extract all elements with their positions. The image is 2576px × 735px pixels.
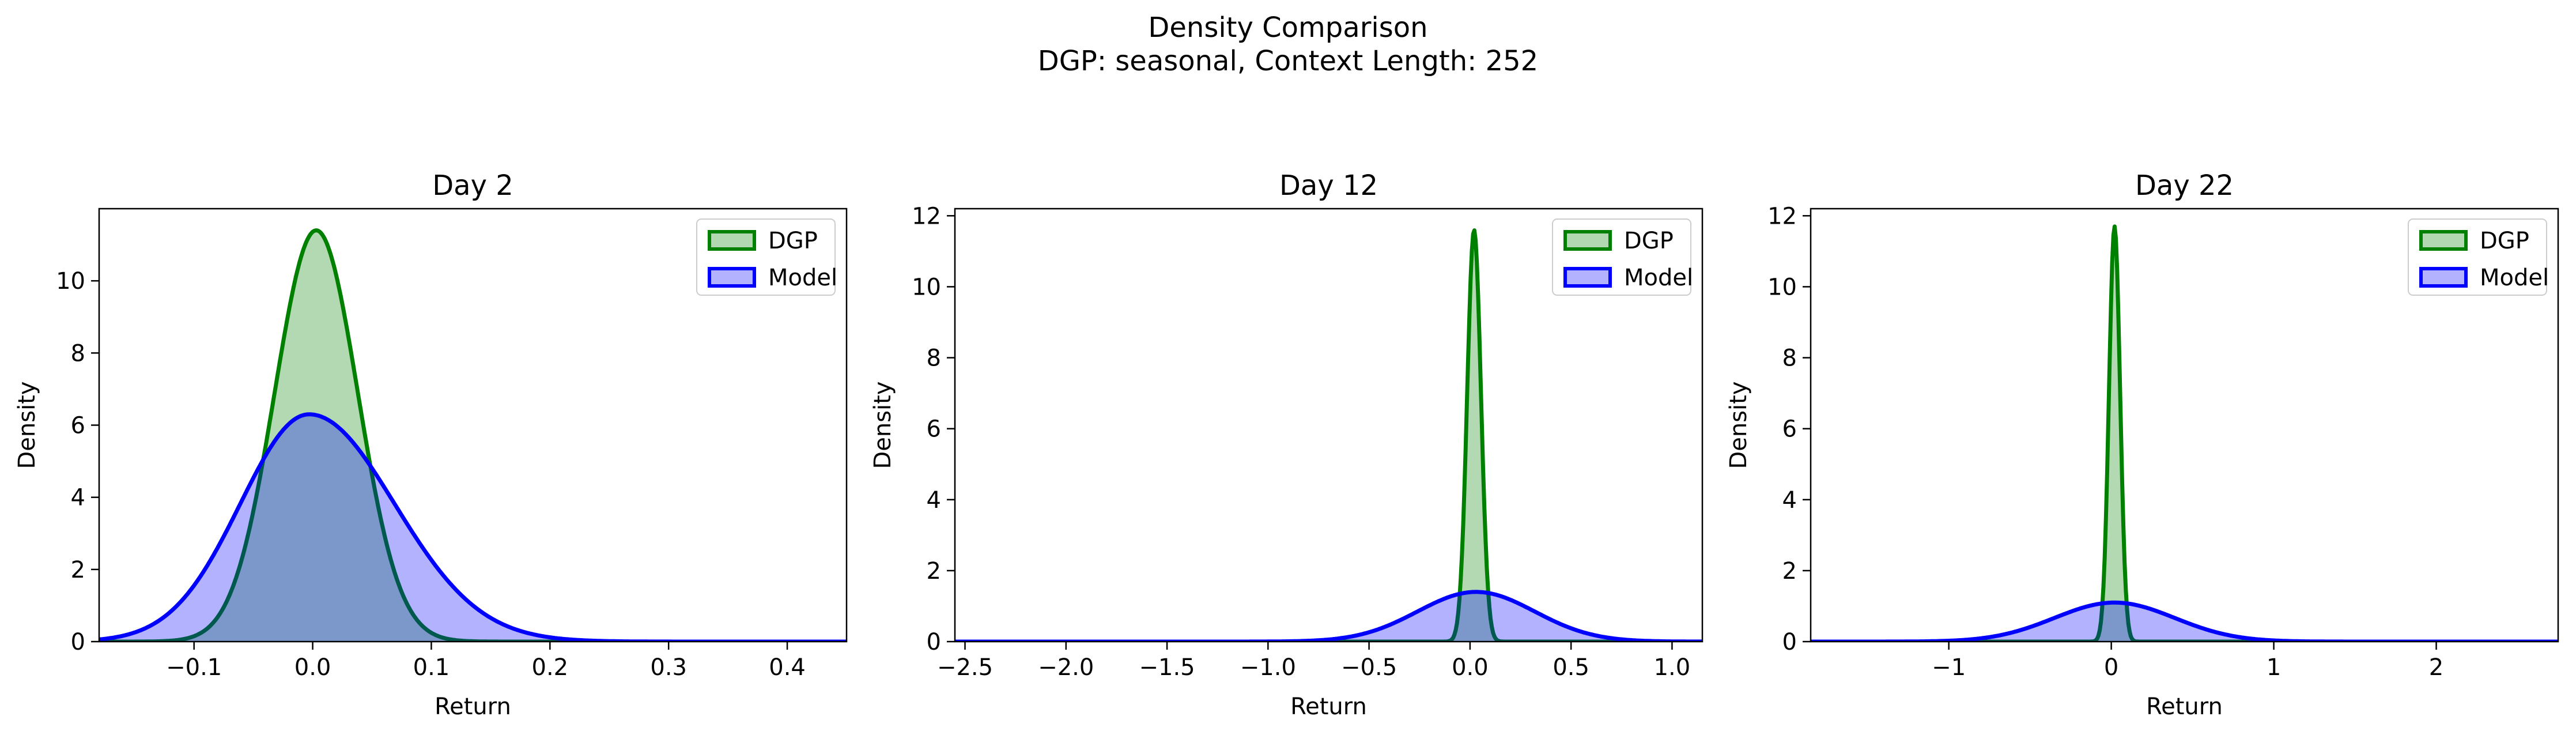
legend-swatch-dgp bbox=[2419, 230, 2468, 251]
axes-frame bbox=[1810, 208, 2559, 643]
x-tick-label: 0 bbox=[2104, 654, 2118, 681]
y-tick-label: 4 bbox=[71, 485, 85, 511]
x-tick-label: 0.1 bbox=[413, 654, 450, 681]
y-tick-label: 0 bbox=[927, 629, 941, 655]
y-tick-label: 0 bbox=[1782, 629, 1797, 655]
legend-label-dgp: DGP bbox=[768, 228, 818, 254]
subplot-title: Day 12 bbox=[1279, 169, 1378, 202]
series-model-line bbox=[955, 590, 1702, 642]
legend-swatch-model bbox=[708, 267, 756, 288]
legend-swatch-model bbox=[2419, 267, 2468, 288]
x-axis-label: Return bbox=[435, 693, 511, 720]
subplot-title: Day 22 bbox=[2135, 169, 2234, 202]
legend: DGP Model bbox=[2408, 218, 2549, 296]
x-tick-label: 0.5 bbox=[1553, 654, 1589, 681]
axes-frame bbox=[954, 208, 1704, 643]
figure-title-line2: DGP: seasonal, Context Length: 252 bbox=[1038, 45, 1538, 77]
y-axis-label: Density bbox=[14, 381, 40, 469]
legend-label-model: Model bbox=[1624, 265, 1693, 291]
legend-swatch-dgp bbox=[1563, 230, 1612, 251]
legend-label-dgp: DGP bbox=[1624, 228, 1674, 254]
plot-area bbox=[955, 228, 1702, 642]
y-tick-label: 10 bbox=[56, 268, 85, 295]
legend-label-dgp: DGP bbox=[2480, 228, 2529, 254]
x-tick-label: 2 bbox=[2429, 654, 2443, 681]
figure-title-line1: Density Comparison bbox=[1148, 12, 1427, 44]
subplot-title: Day 2 bbox=[432, 169, 513, 202]
subplot-2: −2.5 −2.0 −1.5 −1.0 −0.5 0.0 0.5 1.0 0 2 4 6 8 10 12 Da… bbox=[870, 169, 1704, 720]
x-tick-label: 0.0 bbox=[1452, 654, 1489, 681]
legend-label-model: Model bbox=[2480, 265, 2549, 291]
y-tick-label: 4 bbox=[927, 487, 941, 514]
y-tick-label: 8 bbox=[71, 340, 85, 367]
y-tick-label: 6 bbox=[927, 416, 941, 443]
y-tick-label: 12 bbox=[912, 203, 941, 229]
x-axis-label: Return bbox=[1290, 693, 1367, 720]
y-tick-label: 8 bbox=[1782, 345, 1797, 372]
x-tick-label: −0.1 bbox=[166, 654, 222, 681]
x-tick-label: −1.0 bbox=[1240, 654, 1296, 681]
y-tick-label: 12 bbox=[1767, 203, 1797, 229]
series-model-fill bbox=[99, 414, 847, 642]
x-tick-label: 0.2 bbox=[532, 654, 569, 681]
y-axis-label: Density bbox=[1725, 381, 1752, 469]
y-axis-label: Density bbox=[870, 381, 896, 469]
x-tick-label: −1.5 bbox=[1139, 654, 1195, 681]
y-tick-label: 0 bbox=[71, 629, 85, 655]
x-tick-label: 1.0 bbox=[1654, 654, 1691, 681]
x-tick-label: 0.4 bbox=[769, 654, 806, 681]
subplot-1: −0.1 0.0 0.1 0.2 0.3 0.4 0 2 4 6 8 10 Day 2 Return Den… bbox=[14, 169, 848, 720]
y-tick-label: 2 bbox=[71, 557, 85, 583]
series-model-line bbox=[99, 412, 847, 642]
legend: DGP Model bbox=[696, 218, 837, 296]
y-tick-label: 10 bbox=[1767, 274, 1797, 300]
x-axis-label: Return bbox=[2146, 693, 2223, 720]
legend-swatch-model bbox=[1563, 267, 1612, 288]
y-tick-label: 6 bbox=[1782, 416, 1797, 443]
y-tick-label: 4 bbox=[1782, 487, 1797, 514]
series-model-fill bbox=[955, 591, 1702, 642]
x-tick-label: −2.5 bbox=[937, 654, 993, 681]
legend: DGP Model bbox=[1552, 218, 1693, 296]
x-tick-label: 0.3 bbox=[650, 654, 687, 681]
y-tick-label: 8 bbox=[927, 345, 941, 372]
y-tick-label: 10 bbox=[912, 274, 941, 300]
x-tick-label: 1 bbox=[2267, 654, 2281, 681]
legend-label-model: Model bbox=[768, 265, 837, 291]
x-tick-label: 0.0 bbox=[294, 654, 331, 681]
y-tick-label: 6 bbox=[71, 413, 85, 439]
x-tick-label: −1 bbox=[1932, 654, 1966, 681]
x-tick-label: −2.0 bbox=[1038, 654, 1094, 681]
y-tick-label: 2 bbox=[1782, 558, 1797, 585]
y-tick-label: 2 bbox=[927, 558, 941, 585]
x-tick-label: −0.5 bbox=[1341, 654, 1397, 681]
legend-swatch-dgp bbox=[708, 230, 756, 251]
